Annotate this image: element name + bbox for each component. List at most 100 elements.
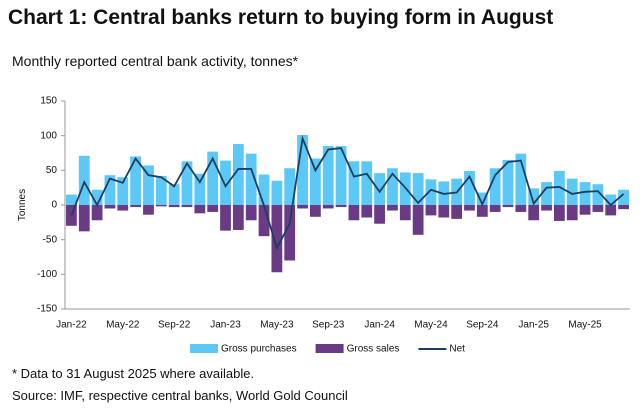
bar: [143, 205, 154, 215]
bar: [412, 205, 424, 235]
y-axis-label: Tonnes: [17, 189, 28, 221]
bar: [335, 146, 347, 205]
bar: [271, 205, 283, 273]
bar: [387, 205, 398, 211]
legend-swatch: [315, 344, 344, 353]
bar: [618, 205, 629, 210]
bar: [348, 161, 360, 205]
bar: [553, 205, 565, 221]
bar: [476, 192, 488, 205]
bar: [207, 151, 219, 205]
bar: [579, 205, 591, 215]
bar: [245, 205, 257, 221]
bar: [541, 182, 552, 205]
bar: [181, 161, 193, 205]
bar: [194, 205, 206, 214]
bar: [605, 205, 617, 216]
bar: [425, 179, 437, 205]
x-tick-label: May-24: [414, 320, 448, 331]
bar: [515, 205, 527, 212]
bar: [348, 205, 360, 221]
bar: [117, 177, 129, 205]
bar: [374, 173, 385, 205]
bar: [168, 205, 180, 208]
x-tick-label: May-23: [260, 320, 294, 331]
bar: [130, 156, 142, 205]
bar: [310, 205, 321, 217]
bar: [181, 205, 193, 208]
bar: [502, 205, 514, 208]
bar: [566, 205, 578, 221]
x-tick-label: Jan-23: [210, 320, 241, 331]
bar: [143, 165, 154, 205]
legend-label: Net: [449, 344, 465, 355]
bar: [310, 158, 321, 205]
legend-label: Gross sales: [347, 344, 400, 355]
x-tick-label: Jan-25: [518, 320, 549, 331]
bar: [438, 205, 450, 218]
bar: [130, 205, 142, 208]
bar: [361, 205, 373, 218]
bar: [553, 171, 565, 205]
bar: [489, 168, 501, 205]
bar: [155, 175, 167, 205]
legend-swatch: [190, 344, 218, 353]
bar: [220, 160, 231, 205]
x-tick-label: Jan-24: [364, 320, 395, 331]
bar: [117, 205, 129, 211]
bar: [528, 205, 540, 221]
chart-subtitle: Monthly reported central bank activity, …: [12, 53, 299, 69]
bar: [284, 205, 296, 261]
x-tick-label: Sep-24: [466, 320, 499, 331]
bar: [618, 189, 629, 205]
bar: [207, 205, 219, 212]
bar: [104, 205, 116, 209]
bar: [425, 205, 437, 216]
bar: [322, 205, 334, 209]
bar: [220, 205, 231, 231]
y-tick-label: 100: [40, 130, 57, 141]
bar: [335, 205, 347, 208]
bar: [245, 153, 257, 205]
bar: [232, 143, 244, 205]
bar: [232, 205, 244, 230]
bar: [297, 134, 308, 205]
source: Source: IMF, respective central banks, W…: [12, 388, 348, 403]
bar: [284, 168, 296, 205]
bar: [194, 173, 206, 205]
bar: [605, 194, 617, 205]
bar: [451, 205, 463, 219]
bar: [297, 205, 308, 209]
legend-label: Gross purchases: [221, 344, 297, 355]
y-tick-label: 50: [46, 165, 58, 176]
bar: [566, 178, 578, 205]
y-tick-label: -100: [37, 269, 57, 280]
bar: [515, 153, 527, 205]
bar: [592, 184, 604, 205]
bar: [489, 205, 501, 212]
bar: [399, 205, 411, 221]
bar: [592, 205, 604, 212]
bar: [476, 205, 488, 217]
bar: [374, 205, 385, 224]
bar: [258, 205, 270, 237]
x-tick-label: Sep-22: [158, 320, 191, 331]
bar: [528, 188, 540, 205]
chart-title: Chart 1: Central banks return to buying …: [8, 6, 553, 29]
net-line: [70, 135, 625, 251]
bar: [91, 205, 103, 221]
bar: [464, 205, 475, 211]
y-tick-label: -150: [37, 304, 57, 315]
bar: [361, 161, 373, 205]
bar: [258, 174, 270, 205]
y-tick-label: 150: [40, 96, 57, 107]
bar: [541, 205, 552, 211]
y-tick-label: -50: [43, 234, 58, 245]
x-tick-label: May-25: [568, 320, 602, 331]
bar: [104, 175, 116, 205]
bar: [91, 189, 103, 205]
x-tick-label: May-22: [106, 320, 140, 331]
x-tick-label: Sep-23: [312, 320, 345, 331]
bar: [155, 205, 167, 207]
